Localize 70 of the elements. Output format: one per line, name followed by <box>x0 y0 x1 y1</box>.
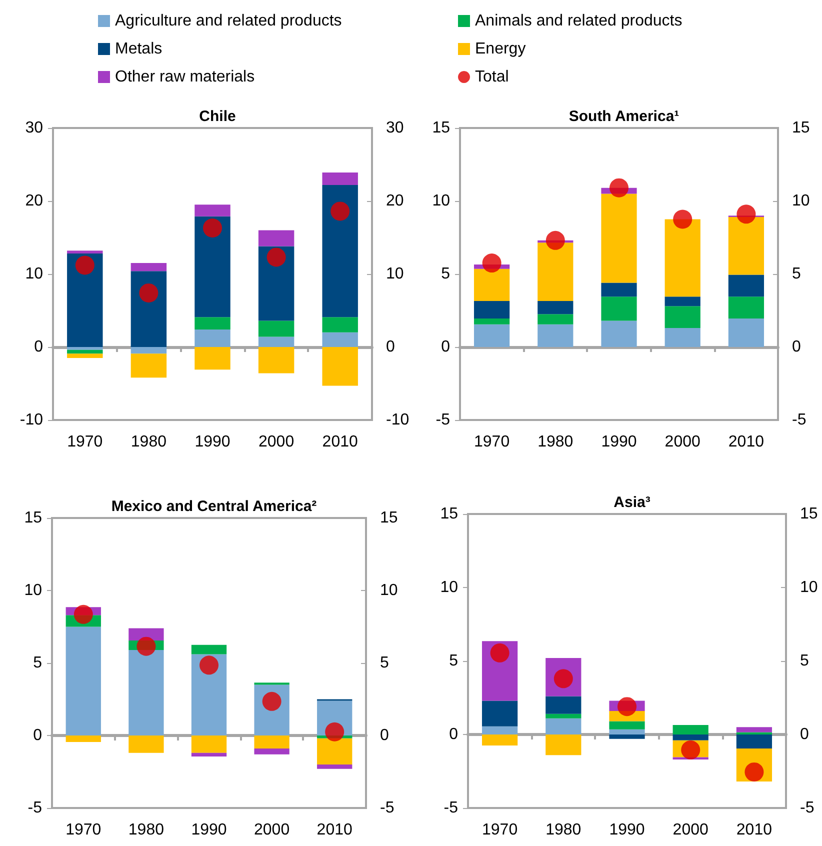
chart-title: South America¹ <box>568 108 680 125</box>
x-tick-label: 1980 <box>128 822 164 838</box>
x-tick-label: 1990 <box>191 822 227 838</box>
y2-tick-label: 0 <box>792 338 801 356</box>
x-tick-label: 2010 <box>728 434 764 450</box>
y2-tick-label: 10 <box>792 192 810 210</box>
y2-tick-label: 5 <box>380 654 389 672</box>
x-tick-label: 2010 <box>322 434 358 450</box>
y-tick-label: 10 <box>24 582 42 599</box>
y2-tick-label: 0 <box>380 727 389 744</box>
y-tick-label: 30 <box>25 120 44 136</box>
x-tick-label: 2000 <box>258 434 294 450</box>
y-tick-label: 15 <box>432 120 450 136</box>
y-tick-label: -5 <box>28 800 42 816</box>
x-tick-label: 1970 <box>482 822 518 838</box>
x-tick-label: 1990 <box>601 434 637 450</box>
x-tick-label: 1980 <box>130 434 167 450</box>
y2-tick-label: 15 <box>800 506 818 522</box>
x-tick-label: 2000 <box>672 822 708 838</box>
y-tick-label: 0 <box>34 338 44 356</box>
y2-tick-label: 5 <box>800 652 809 670</box>
y-tick-label: 10 <box>25 266 44 282</box>
y-tick-label: 5 <box>33 654 42 672</box>
y2-tick-label: -5 <box>380 800 394 816</box>
legend-label: Total <box>475 68 509 86</box>
legend-label: Other raw materials <box>115 68 255 86</box>
y2-tick-label: 15 <box>380 510 398 526</box>
y2-tick-label: 10 <box>386 266 404 282</box>
y-tick-label: 15 <box>24 510 42 526</box>
y2-tick-label: 30 <box>386 120 404 136</box>
x-tick-label: 1970 <box>67 434 103 450</box>
x-tick-label: 1990 <box>194 434 230 450</box>
y-tick-label: -5 <box>444 800 458 816</box>
chart-title: Mexico and Central America² <box>111 498 317 515</box>
x-tick-label: 2000 <box>254 822 290 838</box>
y2-tick-label: 20 <box>386 192 404 210</box>
y-tick-label: 0 <box>449 726 458 743</box>
chart-title: Chile <box>199 108 236 125</box>
y2-tick-label: 10 <box>380 582 398 599</box>
x-tick-label: 2010 <box>316 822 352 838</box>
x-tick-label: 1970 <box>474 434 510 450</box>
y-tick-label: 10 <box>440 579 458 596</box>
x-tick-label: 1990 <box>609 822 645 838</box>
y2-tick-label: 15 <box>792 120 810 136</box>
y2-tick-label: -5 <box>792 412 806 428</box>
x-tick-label: 1980 <box>546 822 582 838</box>
y-tick-label: 0 <box>441 338 450 356</box>
x-tick-label: 2010 <box>736 822 772 838</box>
y-tick-label: 0 <box>33 727 42 744</box>
y2-tick-label: 10 <box>800 579 818 596</box>
y-tick-label: -10 <box>20 412 44 428</box>
y-tick-label: -5 <box>436 412 450 428</box>
x-tick-label: 2000 <box>664 434 700 450</box>
legend-label: Animals and related products <box>475 12 682 30</box>
y2-tick-label: 0 <box>386 338 395 356</box>
legend-label: Agriculture and related products <box>115 12 342 30</box>
y-tick-label: 5 <box>441 266 450 282</box>
x-tick-label: 1980 <box>538 434 574 450</box>
y2-tick-label: -10 <box>386 412 410 428</box>
y2-tick-label: 5 <box>792 266 801 282</box>
y2-tick-label: -5 <box>800 800 814 816</box>
y-tick-label: 15 <box>440 506 458 522</box>
y-tick-label: 5 <box>449 652 458 670</box>
y-tick-label: 10 <box>432 192 450 210</box>
y2-tick-label: 0 <box>800 726 809 743</box>
legend-label: Metals <box>115 40 162 58</box>
y-tick-label: 20 <box>25 192 44 210</box>
chart-title: Asia³ <box>614 494 650 511</box>
legend-label: Energy <box>475 40 526 58</box>
x-tick-label: 1970 <box>66 822 102 838</box>
